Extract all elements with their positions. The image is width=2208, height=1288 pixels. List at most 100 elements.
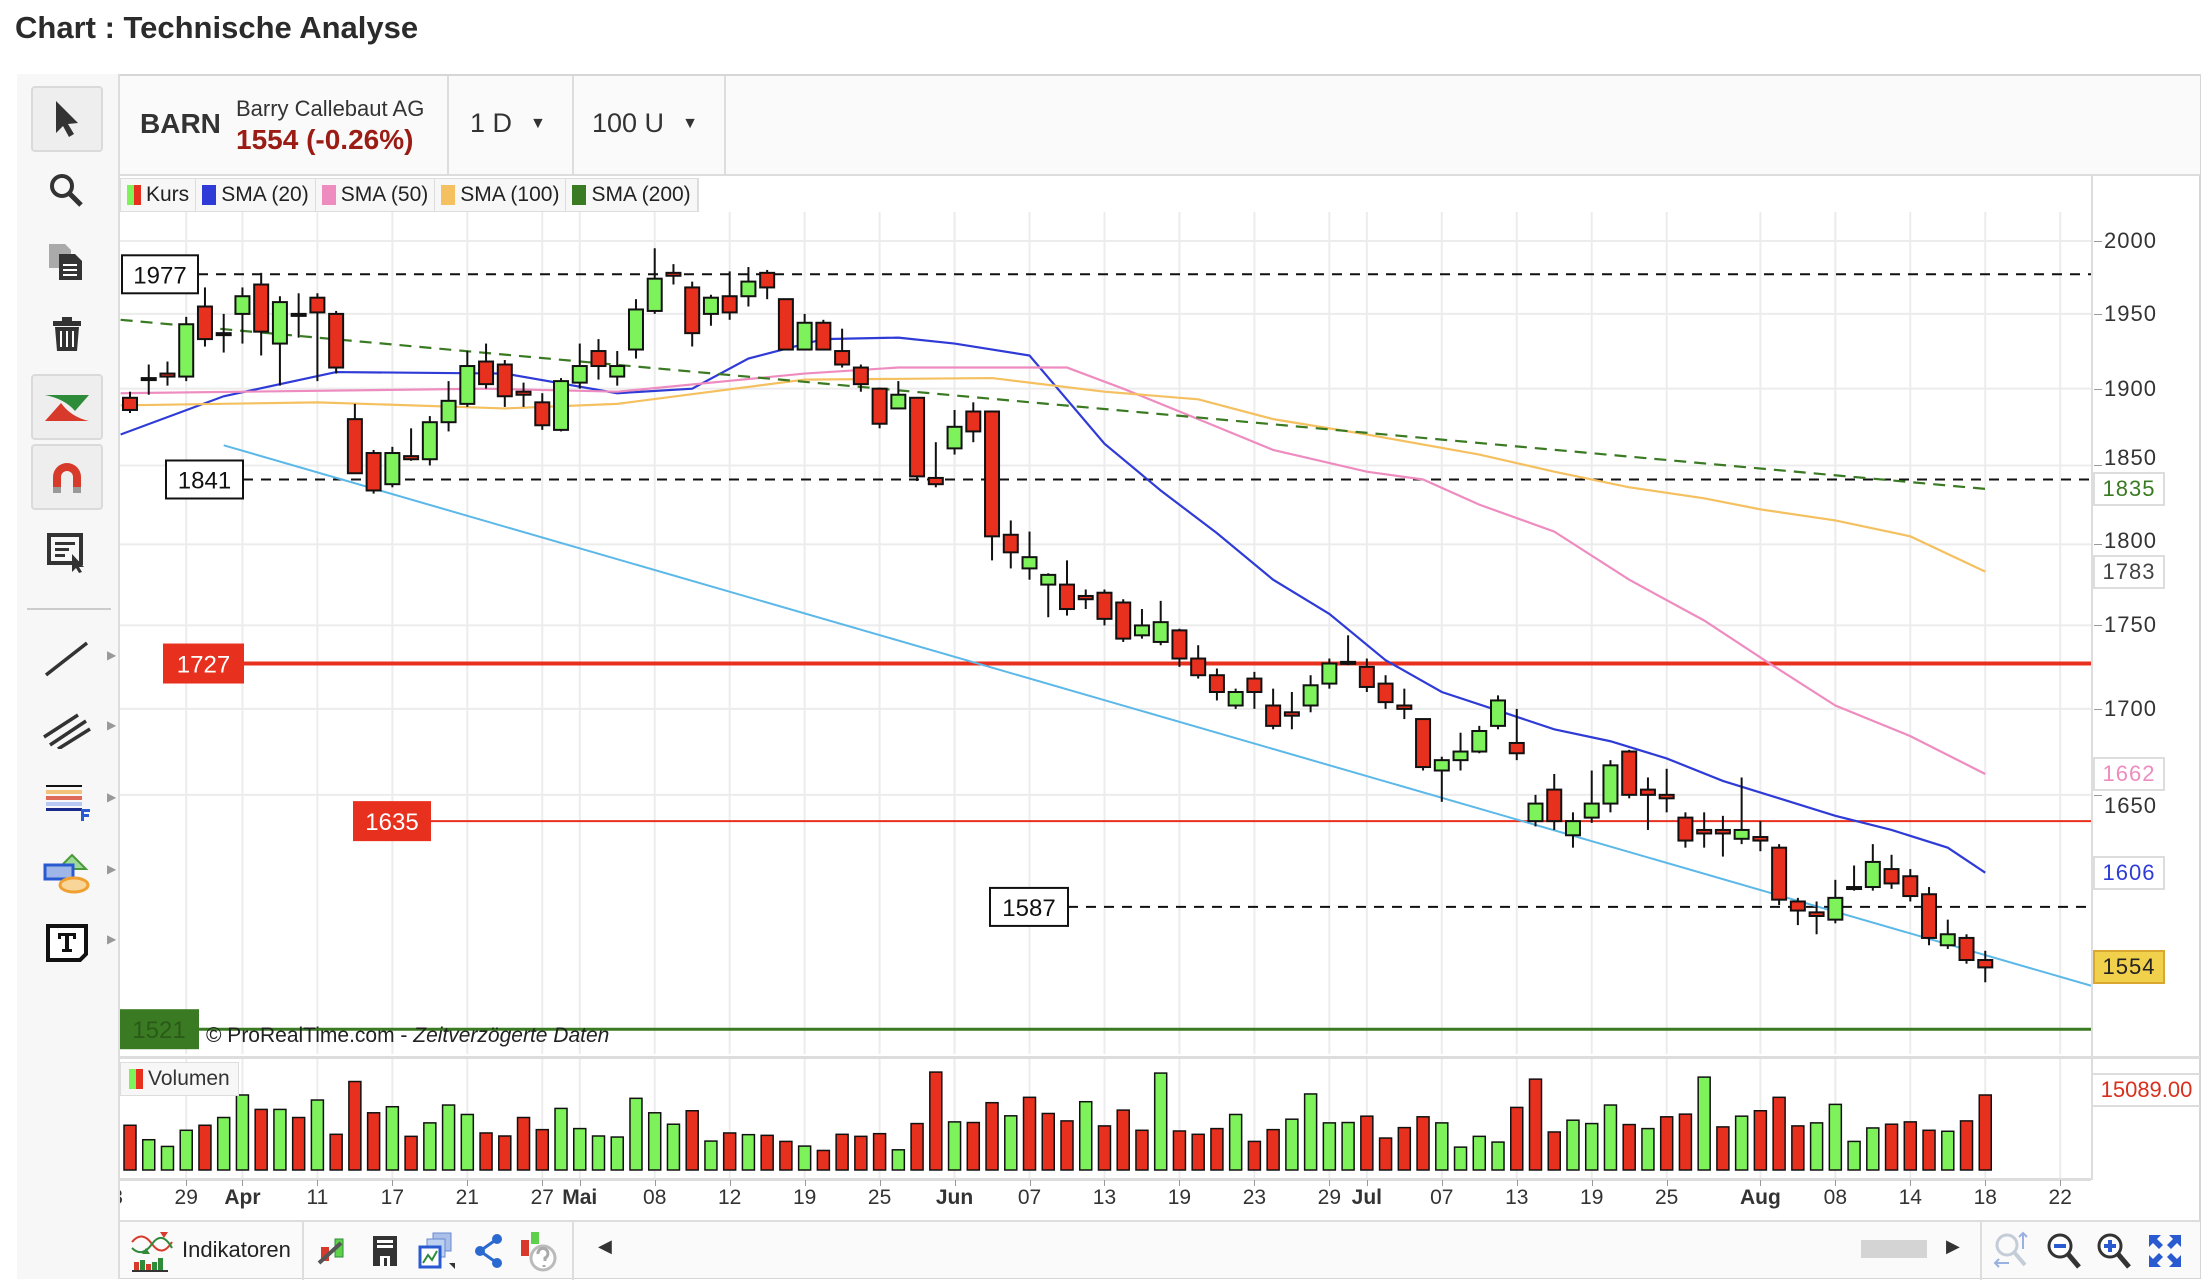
units-dropdown[interactable]: 100 U ▼ [592, 108, 698, 139]
zoom-in-button[interactable] [2094, 1230, 2136, 1272]
volume-bar [666, 1123, 681, 1171]
delete-tool[interactable] [31, 302, 103, 368]
candle-body [684, 286, 701, 335]
candle [1546, 773, 1563, 830]
candle [1658, 768, 1675, 813]
separator [724, 76, 726, 176]
candle-body [1827, 896, 1844, 921]
legend-label: SMA (200) [591, 183, 691, 206]
volume-bar [1510, 1106, 1524, 1171]
volume-bar [535, 1128, 550, 1171]
color-swatch-icon [321, 185, 336, 205]
legend-item-kurs[interactable]: Kurs [121, 179, 197, 211]
separator [447, 76, 449, 176]
interval-dropdown[interactable]: 1 D ▼ [470, 108, 546, 139]
save-button[interactable] [364, 1230, 406, 1272]
legend-item-sma20[interactable]: SMA (20) [196, 179, 316, 211]
indicators-icon [131, 1232, 173, 1272]
volume-bar [554, 1107, 568, 1171]
candle [1415, 718, 1432, 771]
candle-body [196, 305, 213, 341]
candle [178, 316, 195, 382]
level-label: 1521 [132, 1017, 185, 1044]
zoom-out-button[interactable] [2044, 1230, 2086, 1272]
volume-bar [704, 1140, 718, 1171]
magnet-tool[interactable] [31, 444, 103, 510]
price-tick-label: 1950 [2104, 300, 2157, 326]
candle-body [740, 280, 757, 298]
volume-bar [1360, 1115, 1374, 1171]
candle-body [253, 283, 270, 333]
candle-body [796, 321, 813, 351]
candle-body [178, 323, 195, 378]
legend-item-sma100[interactable]: SMA (100) [435, 179, 567, 211]
level-label: 1587 [1002, 895, 1055, 922]
candle [196, 287, 213, 347]
object-list-tool[interactable] [31, 520, 103, 586]
expand-arrow-icon[interactable]: ▶ [107, 862, 117, 876]
candle [1377, 675, 1394, 709]
candle [627, 299, 644, 359]
volume-bar [1772, 1096, 1786, 1171]
expand-arrow-icon[interactable]: ▶ [107, 718, 117, 732]
indicators-button[interactable]: Indikatoren [130, 1228, 291, 1272]
volume-legend[interactable]: Volumen [120, 1062, 239, 1096]
color-swatch-icon [441, 185, 456, 205]
expand-arrow-icon[interactable]: ▶ [107, 790, 117, 804]
shapes-tool[interactable] [31, 840, 103, 906]
separator [572, 1222, 574, 1280]
candle [1902, 869, 1919, 902]
trash-icon [53, 317, 81, 351]
help-button[interactable] [518, 1230, 560, 1272]
legend-item-sma200[interactable]: SMA (200) [566, 179, 698, 211]
fullscreen-button[interactable] [2144, 1230, 2186, 1272]
layouts-button[interactable] [416, 1230, 458, 1272]
scroll-right-button[interactable]: ▶ [1946, 1236, 1960, 1256]
fibonacci-tool[interactable] [31, 768, 103, 834]
candle-body [1883, 868, 1900, 885]
trend-tool[interactable] [31, 374, 103, 440]
candle-body [459, 365, 476, 405]
auto-scale-button[interactable] [1992, 1230, 2034, 1272]
parallel-lines-icon [43, 713, 91, 749]
candle-body [1096, 591, 1113, 620]
volume-bar [1603, 1104, 1618, 1171]
legend-item-sma50[interactable]: SMA (50) [316, 179, 436, 211]
candle-body [1208, 674, 1225, 694]
candle-body [1846, 886, 1863, 891]
candle-body [1133, 624, 1150, 637]
volume-chart[interactable] [120, 1059, 2091, 1179]
scrollbar-thumb[interactable] [1861, 1240, 1927, 1258]
text-tool[interactable] [31, 910, 103, 976]
candle [1077, 589, 1094, 610]
candle [403, 428, 420, 461]
candle-body [1939, 933, 1956, 947]
separator [302, 1222, 304, 1280]
volume-bar [423, 1122, 437, 1171]
scroll-left-button[interactable]: ◀ [598, 1236, 612, 1256]
volume-bar [1022, 1096, 1037, 1171]
candle [159, 361, 176, 386]
pointer-tool[interactable] [31, 86, 103, 152]
candle [721, 271, 738, 320]
price-tick-label: 1800 [2104, 527, 2157, 553]
candle [215, 313, 232, 353]
zoom-tool[interactable] [31, 158, 103, 224]
volume-bar [1397, 1126, 1412, 1171]
volume-bar [404, 1135, 418, 1171]
line-tool[interactable] [31, 626, 103, 692]
candle [534, 393, 551, 430]
candle [1246, 671, 1263, 709]
candle [1527, 794, 1544, 827]
volume-last-value: 15089.00 [2093, 1073, 2200, 1107]
share-button[interactable] [470, 1230, 512, 1272]
channel-tool[interactable] [31, 696, 103, 762]
candle [759, 269, 776, 300]
volume-bar [1453, 1146, 1468, 1171]
chart-settings-button[interactable] [312, 1230, 354, 1272]
symbol-ticker[interactable]: BARN [140, 108, 221, 139]
price-chart[interactable]: 1977 1841 1727 1635 1587 1521 [120, 212, 2091, 1054]
expand-arrow-icon[interactable]: ▶ [107, 648, 117, 662]
expand-arrow-icon[interactable]: ▶ [107, 932, 117, 946]
copy-tool[interactable] [31, 229, 103, 295]
